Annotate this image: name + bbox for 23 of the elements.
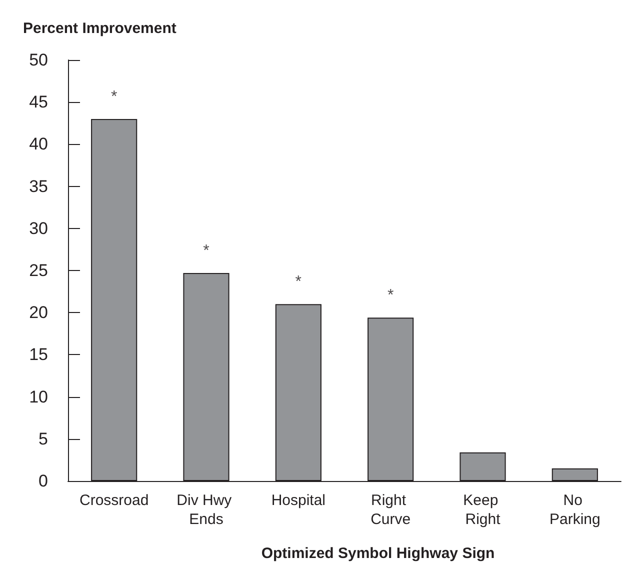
x-tick-label: Right Curve <box>370 492 411 528</box>
y-tick-label: 20 <box>29 303 48 322</box>
y-axis-title: Percent Improvement <box>23 20 176 37</box>
x-tick-label: Div Hwy Ends <box>176 492 236 528</box>
y-tick-label: 5 <box>38 429 48 448</box>
y-tick-label: 35 <box>29 176 48 196</box>
y-tick-label: 10 <box>29 387 48 406</box>
x-tick-label: Hospital <box>271 492 326 509</box>
y-tick-label: 30 <box>29 218 48 238</box>
x-tick-label: Crossroad <box>79 492 149 509</box>
x-axis-title: Optimized Symbol Highway Sign <box>261 545 495 562</box>
y-tick-label: 25 <box>29 261 48 280</box>
annotation: * <box>110 88 118 106</box>
x-tick-label: Keep Right <box>463 492 502 528</box>
x-tick-label: No Parking <box>549 492 600 528</box>
y-tick-label: 0 <box>38 472 48 490</box>
y-tick-label: 40 <box>29 134 48 154</box>
annotation: * <box>387 287 394 304</box>
y-tick-label: 15 <box>29 345 48 364</box>
y-tick-label: 45 <box>29 92 48 112</box>
annotation: * <box>295 274 302 291</box>
y-tick-label: 50 <box>29 50 48 70</box>
annotation: * <box>203 242 210 260</box>
